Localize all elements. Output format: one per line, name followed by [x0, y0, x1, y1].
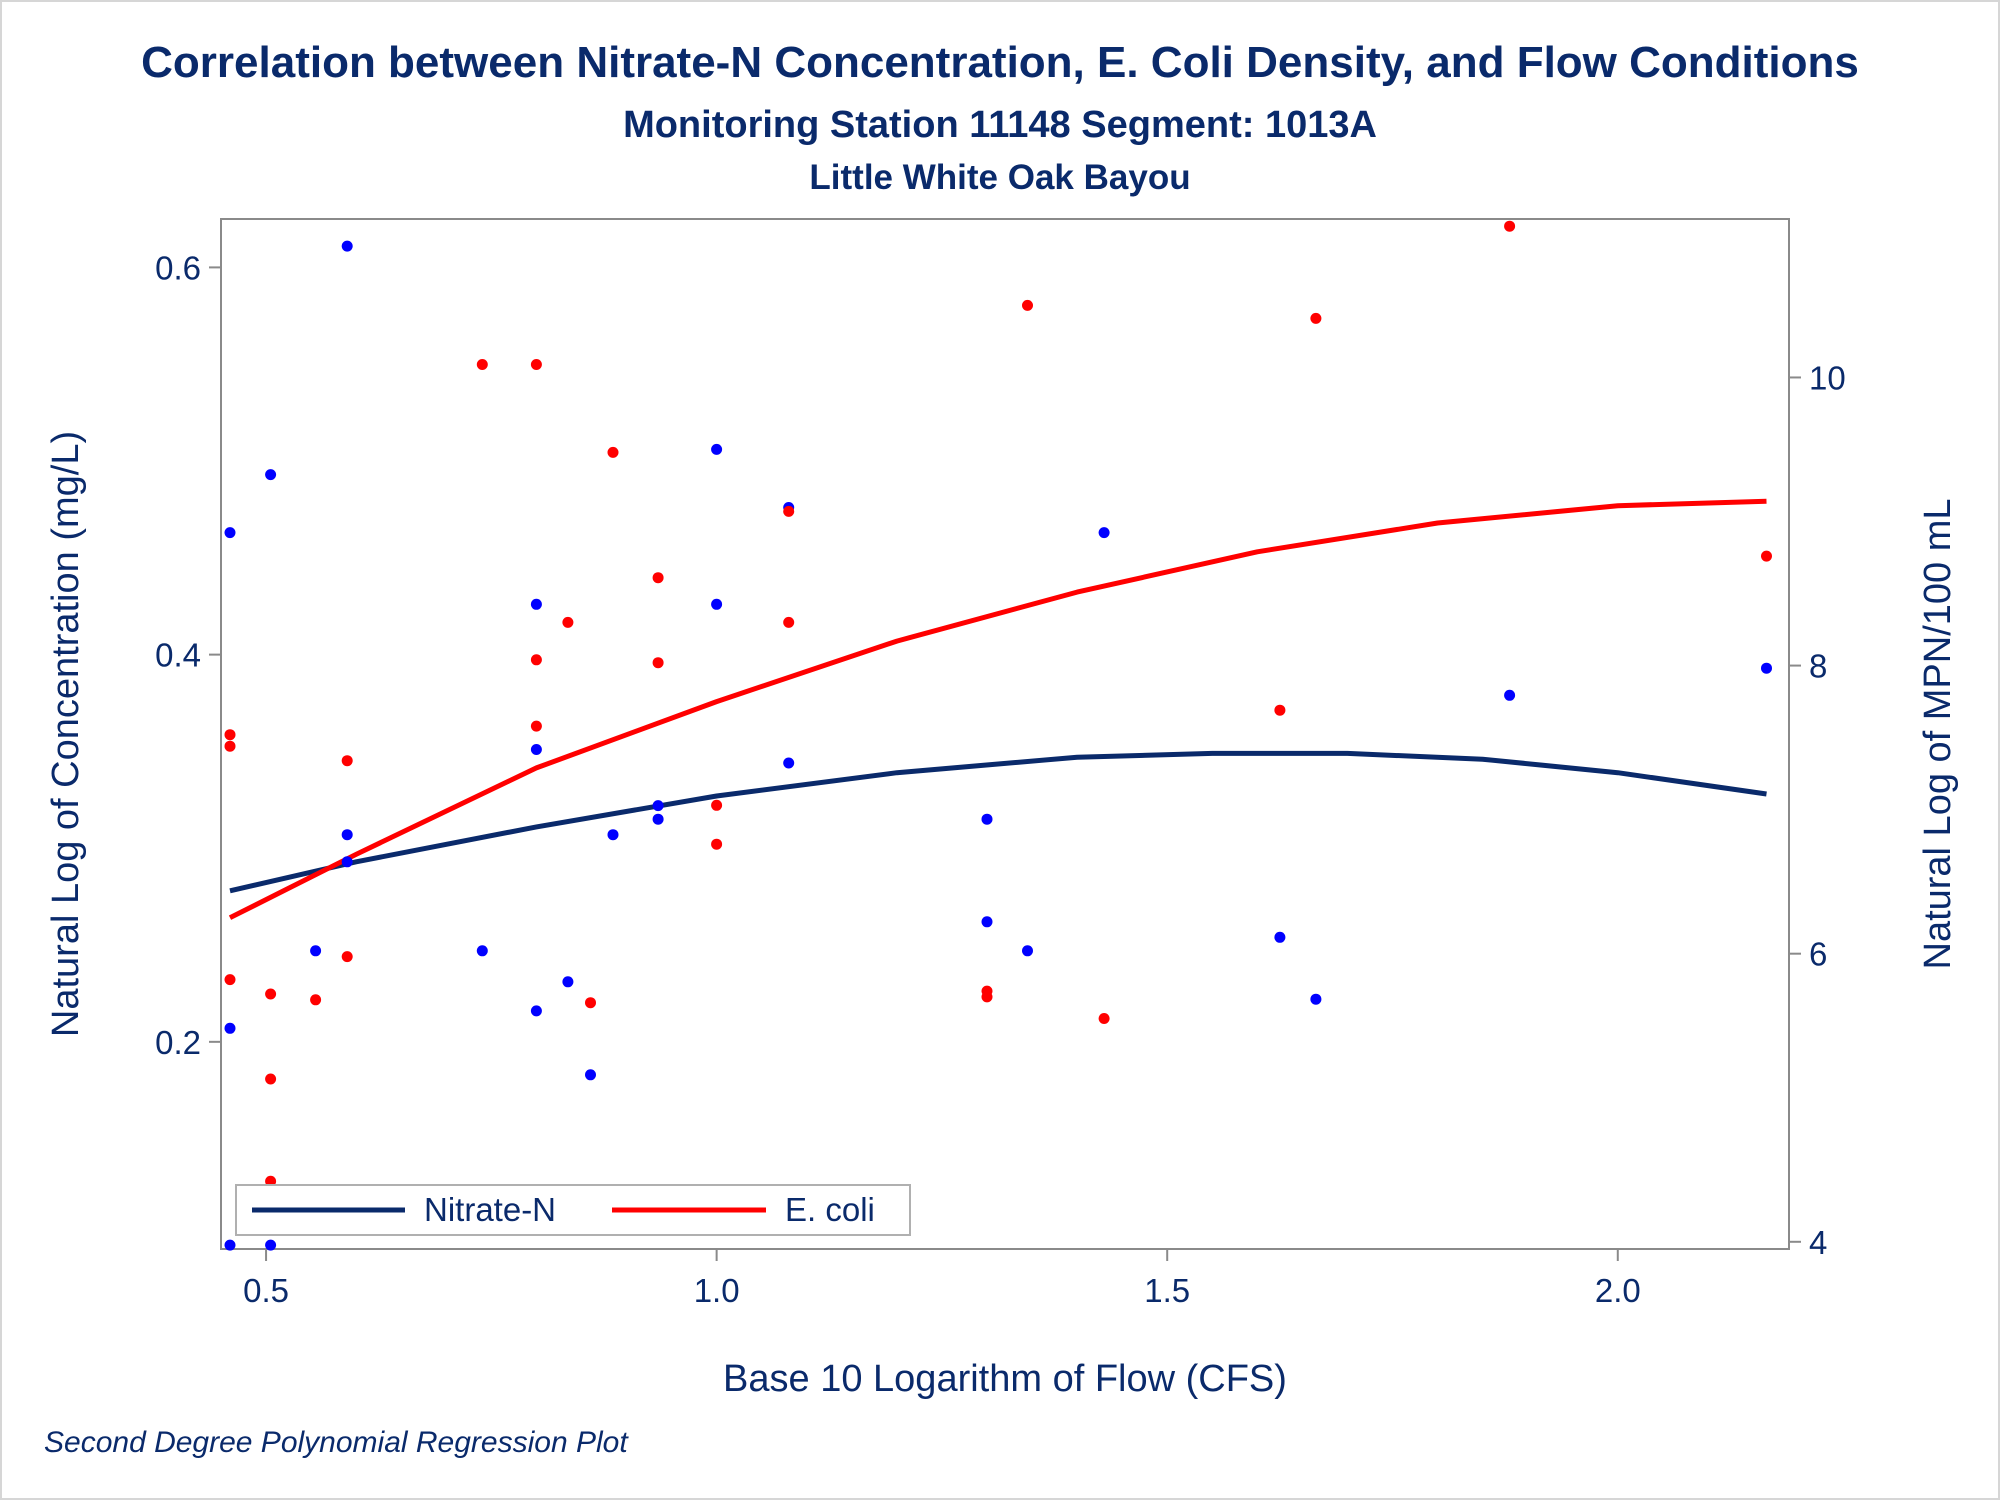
y-right-tick-label: 10	[1809, 359, 1846, 396]
ecoli-point	[562, 616, 574, 628]
nitrate-point	[562, 976, 574, 988]
ecoli-point	[783, 505, 795, 517]
plot-area	[220, 218, 1790, 1250]
nitrate-point	[981, 813, 993, 825]
ecoli-point	[1274, 704, 1286, 716]
nitrate-point	[310, 945, 322, 957]
data-points	[224, 220, 1772, 1251]
chart-subtitle: Monitoring Station 11148 Segment: 1013A	[623, 104, 1377, 146]
y-right-tick-label: 8	[1809, 648, 1827, 685]
regression-lines	[228, 498, 1767, 920]
ecoli-point	[652, 657, 664, 669]
nitrate-point	[652, 800, 664, 812]
footnote: Second Degree Polynomial Regression Plot	[44, 1426, 628, 1459]
y-axis-left: 0.2 0.4 0.6	[155, 249, 221, 1061]
nitrate-point	[530, 1005, 542, 1017]
ecoli-point	[1504, 220, 1516, 232]
nitrate-point	[476, 945, 488, 957]
x-tick-label: 1.5	[1144, 1272, 1190, 1309]
ecoli-point	[585, 997, 596, 1009]
ecoli-point	[981, 991, 993, 1003]
ecoli-point	[265, 988, 277, 1000]
nitrate-point	[224, 1022, 236, 1034]
legend-ecoli-label: E. coli	[785, 1191, 875, 1228]
ecoli-point	[783, 616, 795, 628]
nitrate-point	[607, 829, 619, 841]
nitrate-point	[1022, 945, 1033, 957]
legend: Nitrate-N E. coli	[235, 1184, 911, 1236]
y-left-tick-label: 0.2	[155, 1024, 201, 1061]
ecoli-point	[310, 994, 322, 1006]
nitrate-point	[1310, 993, 1322, 1005]
nitrate-point	[711, 443, 723, 455]
nitrate-point	[1761, 662, 1772, 674]
ecoli-point	[1022, 299, 1033, 311]
ecoli-point	[652, 572, 664, 584]
fit-line-nitrate	[229, 750, 1767, 894]
x-axis: 0.5 1.0 1.5 2.0	[243, 1249, 1641, 1309]
ecoli-point	[265, 1073, 277, 1085]
nitrate-point	[652, 813, 664, 825]
nitrate-point	[585, 1069, 596, 1081]
fit-line-ecoli	[228, 498, 1767, 920]
y-left-tick-label: 0.4	[155, 637, 201, 674]
ecoli-point	[530, 720, 542, 732]
nitrate-point	[711, 598, 723, 610]
y-right-tick-label: 4	[1809, 1224, 1827, 1261]
chart-subtitle-location: Little White Oak Bayou	[809, 158, 1191, 197]
nitrate-point	[981, 916, 993, 928]
ecoli-point	[224, 729, 236, 741]
nitrate-point	[224, 1239, 236, 1251]
ecoli-point	[530, 359, 542, 370]
nitrate-point	[530, 744, 542, 755]
nitrate-point	[341, 829, 353, 841]
y-axis-right-label: Natural Log of MPN/100 mL	[1917, 498, 1959, 969]
ecoli-point	[341, 755, 353, 767]
ecoli-point	[607, 446, 619, 458]
ecoli-point	[1761, 550, 1772, 562]
x-tick-label: 0.5	[243, 1272, 289, 1309]
ecoli-point	[711, 799, 723, 811]
nitrate-point	[1274, 931, 1286, 943]
nitrate-point	[530, 598, 542, 610]
y-right-tick-label: 6	[1809, 936, 1827, 973]
nitrate-point	[265, 1239, 277, 1251]
ecoli-point	[1098, 1013, 1110, 1024]
ecoli-point	[476, 359, 488, 370]
nitrate-point	[224, 527, 236, 539]
ecoli-point	[530, 654, 542, 666]
nitrate-point	[341, 856, 353, 868]
nitrate-point	[265, 469, 277, 481]
y-axis-left-label: Natural Log of Concentration (mg/L)	[45, 431, 87, 1037]
chart-title: Correlation between Nitrate-N Concentrat…	[141, 38, 1859, 87]
nitrate-point	[1098, 527, 1110, 539]
nitrate-point	[783, 757, 795, 769]
ecoli-point	[224, 740, 236, 752]
nitrate-point	[341, 240, 353, 252]
x-axis-label: Base 10 Logarithm of Flow (CFS)	[723, 1358, 1287, 1400]
x-tick-label: 1.0	[694, 1272, 740, 1309]
y-axis-right: 4 6 8 10	[1789, 359, 1846, 1261]
ecoli-point	[711, 838, 723, 850]
x-tick-label: 2.0	[1595, 1272, 1641, 1309]
ecoli-point	[224, 974, 236, 986]
ecoli-point	[341, 951, 353, 963]
nitrate-point	[1504, 689, 1516, 701]
y-left-tick-label: 0.6	[155, 249, 201, 286]
ecoli-point	[1310, 312, 1322, 324]
legend-nitrate-label: Nitrate-N	[424, 1191, 556, 1228]
